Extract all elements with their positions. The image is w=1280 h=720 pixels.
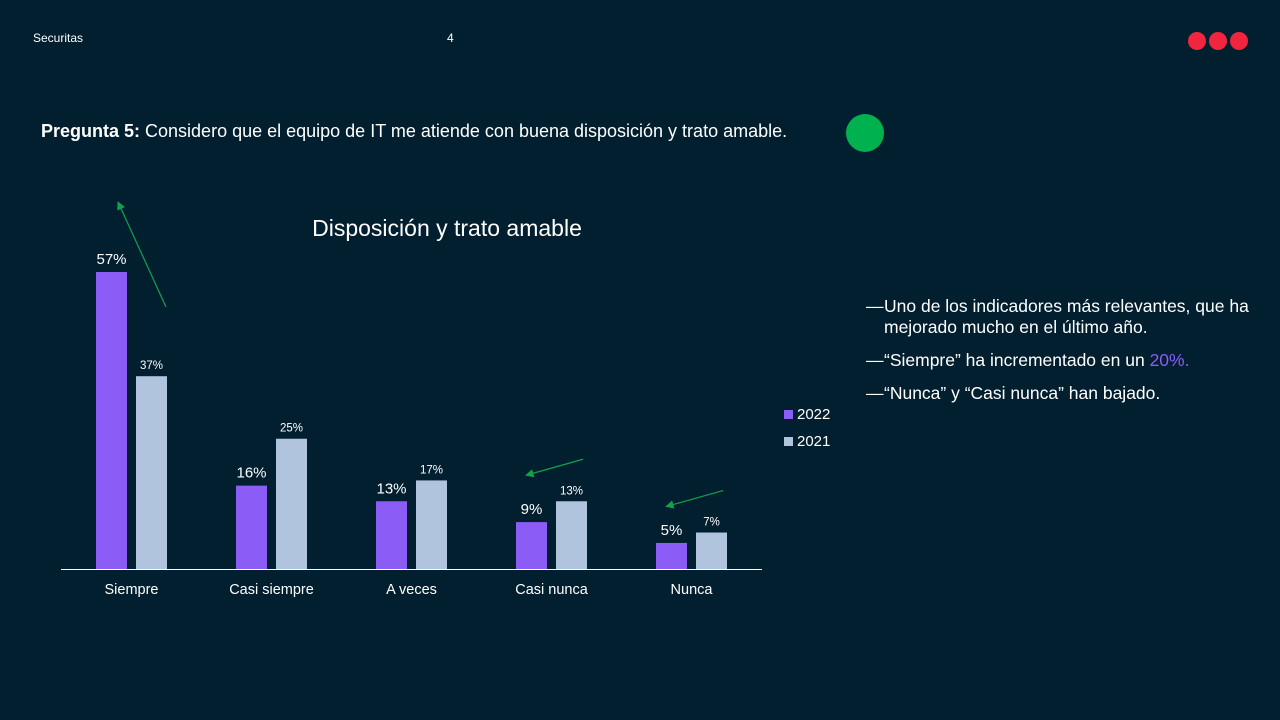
logo-dot-1 <box>1188 32 1206 50</box>
question-label: Pregunta 5: <box>41 121 141 141</box>
note-dash: — <box>866 296 884 316</box>
bar-2021-casi-siempre <box>276 438 307 569</box>
note-item: — “Nunca” y “Casi nunca” han bajado. <box>866 383 1276 404</box>
note-text-1: Uno de los indicadores más relevantes, q… <box>884 296 1249 337</box>
page-number: 4 <box>447 31 454 45</box>
question-text: Considero que el equipo de IT me atiende… <box>145 121 788 141</box>
chart-title: Disposición y trato amable <box>312 215 582 241</box>
bar-2022-nunca <box>656 542 687 569</box>
category-label-a-veces: A veces <box>386 582 437 598</box>
legend-swatch-2022 <box>784 410 793 419</box>
note-text-3: “Nunca” y “Casi nunca” han bajado. <box>884 383 1161 403</box>
data-label-2021-nunca: 7% <box>703 517 720 529</box>
category-label-siempre: Siempre <box>105 582 159 598</box>
legend-item-2021: 2021 <box>784 428 830 455</box>
note-dash: — <box>866 350 884 370</box>
data-label-2022-casi-nunca: 9% <box>521 501 543 518</box>
bar-chart: Disposición y trato amable 57% 37% 16% 25% 1… <box>61 201 762 598</box>
legend-label-2022: 2022 <box>797 406 831 423</box>
trend-arrow-nunca <box>665 489 724 509</box>
category-label-casi-nunca: Casi nunca <box>515 582 588 598</box>
data-label-2022-nunca: 5% <box>661 522 683 539</box>
logo-dot-2 <box>1209 32 1227 50</box>
data-label-2021-siempre: 37% <box>140 360 163 372</box>
notes-list: — Uno de los indicadores más relevantes,… <box>866 296 1276 416</box>
data-label-2022-casi-siempre: 16% <box>236 465 266 482</box>
note-highlight-value: 20%. <box>1149 350 1190 370</box>
category-label-casi-siempre: Casi siempre <box>229 582 314 598</box>
category-label-nunca: Nunca <box>671 582 714 598</box>
trend-arrow-siempre <box>117 201 167 308</box>
securitas-logo <box>1188 32 1248 50</box>
data-label-2022-siempre: 57% <box>96 251 126 268</box>
note-text-2-prefix: “Siempre” ha incrementado en un <box>884 350 1150 370</box>
note-dash: — <box>866 383 884 403</box>
trend-arrow-casi-nunca <box>525 458 584 478</box>
note-item: — Uno de los indicadores más relevantes,… <box>866 296 1276 338</box>
note-item: — “Siempre” ha incrementado en un 20%. <box>866 350 1276 371</box>
bar-2021-a-veces <box>416 480 447 569</box>
chart-legend: 2022 2021 <box>784 401 830 455</box>
brand-name: Securitas <box>33 31 84 45</box>
data-label-2021-a-veces: 17% <box>420 464 443 476</box>
bar-2022-casi-nunca <box>516 522 547 569</box>
data-label-2021-casi-nunca: 13% <box>560 485 583 497</box>
bar-2022-siempre <box>96 272 127 569</box>
legend-swatch-2021 <box>784 437 793 446</box>
data-label-2022-a-veces: 13% <box>376 480 406 497</box>
bar-2021-casi-nunca <box>556 501 587 569</box>
data-label-2021-casi-siempre: 25% <box>280 423 303 435</box>
legend-label-2021: 2021 <box>797 433 831 450</box>
question-heading: Pregunta 5: Considero que el equipo de I… <box>41 121 787 142</box>
status-indicator-dot <box>846 114 884 152</box>
bar-2022-casi-siempre <box>236 485 267 569</box>
bar-2021-siempre <box>136 376 167 569</box>
logo-dot-3 <box>1230 32 1248 50</box>
bar-2022-a-veces <box>376 501 407 569</box>
legend-item-2022: 2022 <box>784 401 830 428</box>
note-text-2: “Siempre” ha incrementado en un 20%. <box>884 350 1189 371</box>
bar-2021-nunca <box>696 532 727 569</box>
